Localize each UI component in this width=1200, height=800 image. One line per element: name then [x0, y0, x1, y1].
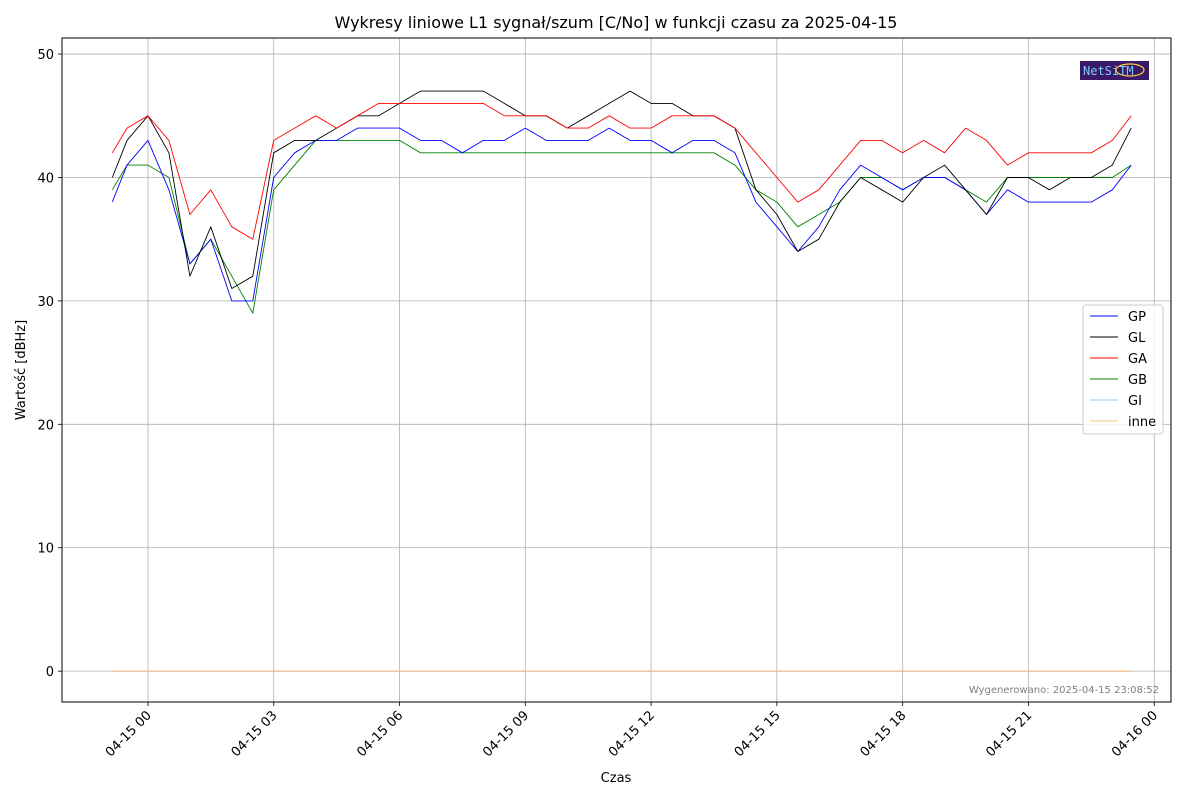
plot-frame: [61, 37, 1172, 703]
generated-timestamp: Wygenerowano: 2025-04-15 23:08:52: [969, 685, 1159, 696]
logo-background: [1080, 61, 1149, 80]
y-tick-label: 50: [37, 48, 54, 63]
y-tick-label: 10: [37, 542, 54, 557]
legend-label-gl: GL: [1128, 331, 1146, 346]
logo: NetSiTM: [1080, 61, 1149, 80]
y-tick-label: 30: [37, 295, 54, 310]
y-tick-label: 0: [46, 665, 54, 680]
chart-title: Wykresy liniowe L1 sygnał/szum [C/No] w …: [335, 13, 898, 32]
series-line-gp: [111, 127, 1132, 302]
series-line-gl: [111, 90, 1132, 289]
logo-orbit-icon: [1115, 63, 1145, 77]
grid: [62, 38, 1171, 702]
series-line-ga: [111, 102, 1132, 240]
logo-text: NetSiTM: [1083, 64, 1134, 78]
series-lines: [111, 90, 1132, 672]
legend-label-gp: GP: [1128, 310, 1146, 325]
legend-label-ga: GA: [1128, 352, 1147, 367]
legend-label-inne: inne: [1128, 415, 1156, 430]
y-tick-label: 40: [37, 171, 54, 186]
legend: GP GL GA GB GI inne: [1082, 304, 1164, 435]
y-axis-label: Wartość [dBHz]: [14, 320, 29, 420]
x-axis-label: Czas: [601, 771, 632, 786]
legend-label-gi: GI: [1128, 394, 1142, 409]
legend-label-gb: GB: [1128, 373, 1147, 388]
y-tick-label: 20: [37, 418, 54, 433]
